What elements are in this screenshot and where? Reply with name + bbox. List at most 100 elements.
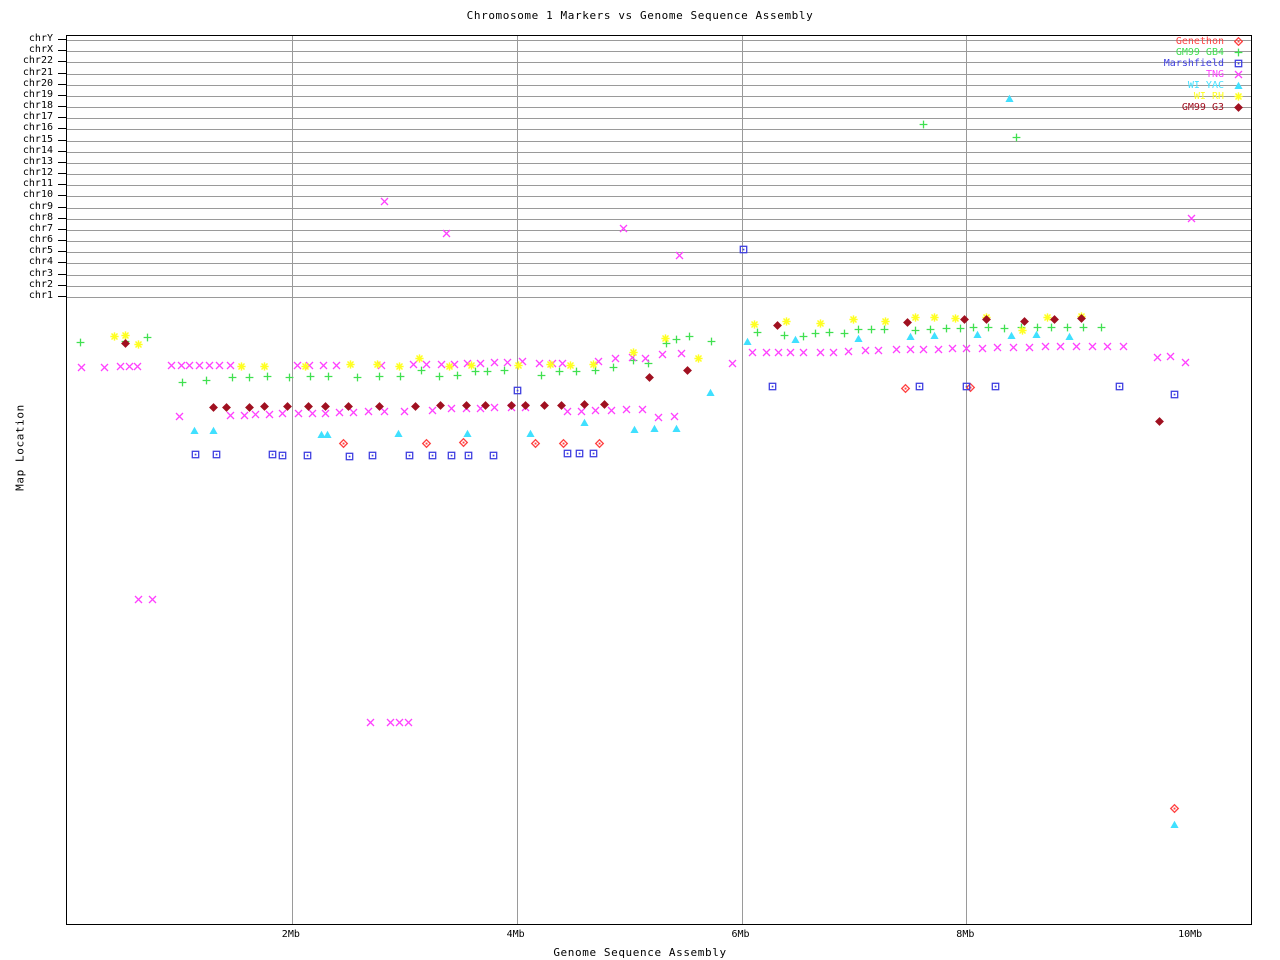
data-point-tng bbox=[1041, 342, 1050, 351]
data-point-gm99-g3 bbox=[521, 400, 531, 410]
data-point-tng bbox=[658, 350, 667, 359]
data-point-tng bbox=[1056, 342, 1065, 351]
legend-item-gm99-g3[interactable]: GM99 G3 bbox=[1140, 102, 1248, 113]
data-point-wi-rh bbox=[546, 359, 555, 369]
data-point-gm99-gb4 bbox=[825, 328, 834, 337]
data-point-wi-rh bbox=[445, 361, 454, 371]
data-point-gm99-gb4 bbox=[537, 371, 546, 380]
horizontal-gridline bbox=[67, 162, 1251, 164]
data-point-gm99-gb4 bbox=[1033, 323, 1042, 332]
legend-item-tng[interactable]: TNG bbox=[1140, 69, 1248, 80]
data-point-wi-yac bbox=[906, 332, 915, 341]
data-point-gm99-gb4 bbox=[76, 338, 85, 347]
y-axis-label-chr15: chr15 bbox=[22, 133, 53, 145]
data-point-tng bbox=[409, 360, 418, 369]
data-point-wi-yac bbox=[323, 430, 332, 439]
data-point-gm99-gb4 bbox=[555, 367, 564, 376]
data-point-gm99-gb4 bbox=[956, 324, 965, 333]
y-axis-label-chr20: chr20 bbox=[22, 77, 53, 89]
legend-label: TNG bbox=[1205, 69, 1224, 80]
data-point-tng bbox=[628, 353, 637, 362]
y-axis-tick bbox=[58, 50, 66, 52]
data-point-tng bbox=[476, 404, 485, 413]
data-point-gm99-gb4 bbox=[854, 325, 863, 334]
y-axis-tick bbox=[58, 39, 66, 40]
data-point-tng bbox=[177, 361, 186, 370]
legend-item-marshfield[interactable]: Marshfield bbox=[1140, 58, 1248, 69]
legend-label: Marshfield bbox=[1163, 58, 1224, 69]
data-point-gm99-g3 bbox=[244, 402, 254, 412]
data-point-gm99-g3 bbox=[903, 317, 913, 327]
horizontal-gridline bbox=[67, 274, 1251, 276]
legend-item-genethon[interactable]: Genethon bbox=[1140, 36, 1248, 47]
y-axis-tick bbox=[58, 240, 66, 242]
data-point-marshfield bbox=[405, 451, 414, 460]
data-point-wi-rh bbox=[566, 360, 575, 370]
data-point-tng bbox=[919, 345, 928, 354]
y-axis-label-chr18: chr18 bbox=[22, 100, 53, 112]
data-point-tng bbox=[395, 718, 404, 727]
data-point-gm99-gb4 bbox=[263, 372, 272, 381]
data-point-wi-yac bbox=[973, 330, 982, 339]
data-point-gm99-g3 bbox=[411, 401, 420, 411]
data-point-tng bbox=[1025, 343, 1034, 352]
vertical-gridline bbox=[291, 36, 293, 924]
data-point-gm99-gb4 bbox=[919, 120, 928, 129]
legend-label: WI RH bbox=[1193, 91, 1224, 102]
data-point-gm99-g3 bbox=[121, 338, 130, 348]
data-point-tng bbox=[240, 411, 249, 420]
data-point-tng bbox=[305, 361, 314, 370]
data-point-tng bbox=[293, 361, 302, 370]
data-point-tng bbox=[622, 405, 631, 414]
data-point-tng bbox=[437, 360, 446, 369]
data-point-tng bbox=[654, 413, 663, 422]
horizontal-gridline bbox=[67, 84, 1251, 86]
data-point-gm99-g3 bbox=[260, 401, 270, 411]
data-point-tng bbox=[728, 359, 737, 368]
horizontal-gridline bbox=[67, 296, 1251, 298]
data-point-tng bbox=[829, 348, 838, 357]
data-point-gm99-gb4 bbox=[984, 323, 993, 332]
data-point-tng bbox=[422, 360, 431, 369]
data-point-gm99-gb4 bbox=[629, 356, 638, 365]
data-point-gm99-g3 bbox=[683, 365, 692, 375]
x-axis-label-2Mb: 2Mb bbox=[281, 929, 300, 940]
data-point-tng bbox=[861, 346, 870, 355]
horizontal-gridline bbox=[67, 196, 1251, 198]
x-axis-label-6Mb: 6Mb bbox=[731, 929, 750, 940]
vertical-gridline bbox=[966, 36, 968, 924]
data-point-wi-yac bbox=[854, 334, 863, 343]
legend-item-wi-rh[interactable]: WI RH bbox=[1140, 91, 1248, 102]
y-axis-tick bbox=[58, 217, 66, 219]
y-axis-label-chr22: chr22 bbox=[22, 55, 53, 67]
horizontal-gridline bbox=[67, 207, 1251, 209]
data-point-tng bbox=[116, 362, 125, 371]
legend-item-wi-yac[interactable]: WI YAC bbox=[1140, 80, 1248, 91]
data-point-wi-rh bbox=[911, 312, 920, 322]
data-point-tng bbox=[476, 359, 485, 368]
data-point-genethon bbox=[338, 438, 349, 448]
data-point-gm99-g3 bbox=[540, 400, 550, 410]
data-point-gm99-gb4 bbox=[121, 337, 130, 346]
y-axis-label-chr5: chr5 bbox=[28, 245, 53, 257]
horizontal-gridline bbox=[67, 140, 1251, 142]
data-point-gm99-gb4 bbox=[178, 378, 187, 387]
data-point-tng bbox=[332, 361, 341, 370]
data-point-wi-yac bbox=[672, 424, 681, 433]
data-point-tng bbox=[134, 595, 143, 604]
data-point-wi-rh bbox=[415, 353, 425, 363]
data-point-tng bbox=[641, 354, 650, 363]
data-point-wi-yac bbox=[463, 429, 472, 438]
data-point-tng bbox=[548, 359, 557, 368]
data-point-wi-yac bbox=[743, 337, 752, 346]
data-point-wi-yac bbox=[630, 425, 639, 434]
data-point-gm99-gb4 bbox=[353, 373, 362, 382]
data-point-marshfield bbox=[1115, 382, 1124, 391]
legend-label: Genethon bbox=[1175, 36, 1224, 47]
legend-item-gm99-gb4[interactable]: GM99 GB4 bbox=[1140, 47, 1248, 58]
data-point-marshfield bbox=[575, 449, 584, 458]
data-point-genethon bbox=[531, 438, 541, 448]
vertical-gridline bbox=[516, 36, 518, 924]
data-point-gm99-gb4 bbox=[811, 329, 820, 338]
data-point-tng bbox=[638, 405, 647, 414]
